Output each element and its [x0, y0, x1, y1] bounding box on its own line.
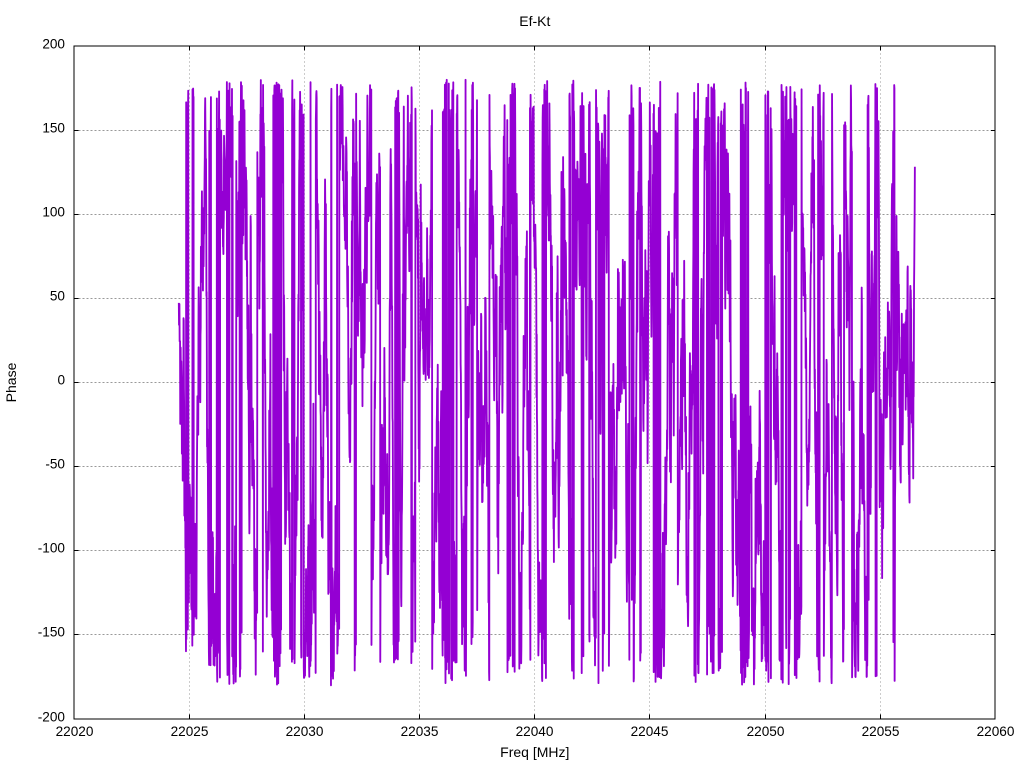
svg-text:22060: 22060 — [977, 724, 1015, 739]
svg-text:-50: -50 — [45, 457, 65, 472]
svg-text:100: 100 — [42, 205, 65, 220]
svg-text:0: 0 — [57, 373, 65, 388]
svg-text:22050: 22050 — [747, 724, 785, 739]
svg-text:22055: 22055 — [862, 724, 900, 739]
svg-text:50: 50 — [50, 289, 66, 304]
svg-text:22025: 22025 — [171, 724, 209, 739]
svg-text:-100: -100 — [38, 541, 66, 556]
svg-text:Freq [MHz]: Freq [MHz] — [500, 744, 569, 760]
svg-text:200: 200 — [42, 37, 65, 52]
svg-text:Ef-Kt: Ef-Kt — [519, 13, 550, 29]
svg-text:150: 150 — [42, 121, 65, 136]
svg-text:22045: 22045 — [631, 724, 669, 739]
svg-text:22020: 22020 — [56, 724, 94, 739]
svg-text:22040: 22040 — [516, 724, 554, 739]
svg-text:-150: -150 — [38, 625, 66, 640]
svg-text:-200: -200 — [38, 710, 66, 725]
svg-text:22030: 22030 — [286, 724, 324, 739]
svg-text:Phase: Phase — [3, 362, 19, 402]
svg-text:22035: 22035 — [401, 724, 439, 739]
